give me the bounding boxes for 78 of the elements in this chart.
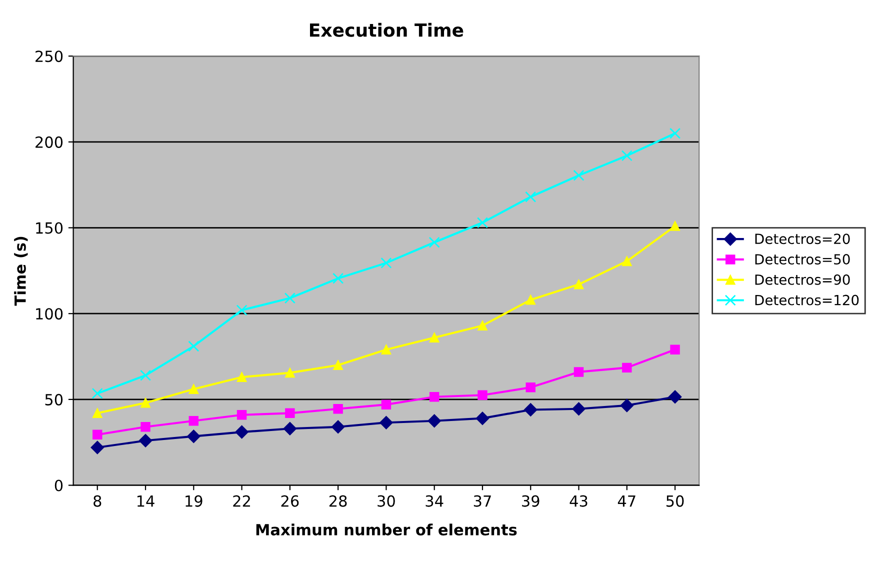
point: [428, 236, 440, 248]
point: [380, 416, 393, 430]
point: [331, 420, 345, 434]
x-tick-label: 14: [137, 495, 154, 507]
point: [669, 128, 681, 139]
point: [429, 332, 440, 342]
chart-title: Execution Time: [310, 22, 464, 37]
point: [284, 292, 296, 304]
point: [429, 392, 440, 402]
point: [380, 257, 392, 269]
x-tick-label: 37: [474, 495, 491, 507]
point: [92, 408, 102, 418]
y-tick-label: 50: [45, 394, 63, 406]
point: [236, 304, 248, 316]
point: [187, 430, 200, 443]
x-tick-label: 50: [666, 495, 684, 507]
point: [573, 170, 584, 181]
point: [188, 340, 200, 352]
point: [668, 390, 682, 404]
point: [526, 295, 536, 305]
point: [236, 410, 247, 420]
point: [526, 382, 536, 392]
x-tick-label: 22: [233, 495, 250, 507]
point: [622, 362, 632, 373]
point: [574, 280, 584, 290]
x-tick-label: 47: [618, 495, 636, 507]
point: [524, 403, 538, 416]
y-axis-title: Time (s): [14, 236, 28, 306]
point: [140, 398, 150, 408]
y-tick-label: 200: [36, 136, 63, 148]
x-tick-label: 43: [570, 495, 588, 507]
point: [138, 434, 152, 448]
y-tick-label: 0: [54, 480, 63, 492]
y-tick-label: 150: [36, 222, 63, 234]
point: [381, 344, 392, 355]
point: [140, 422, 150, 432]
legend-label: Detectros=20: [755, 234, 850, 244]
point: [333, 360, 343, 370]
point: [90, 440, 104, 454]
legend-label: Detectros=90: [755, 274, 850, 285]
x-axis-title: Maximum number of elements: [256, 524, 517, 536]
x-tick-label: 34: [426, 495, 444, 507]
point: [332, 272, 344, 284]
point: [525, 191, 536, 202]
point: [285, 368, 295, 378]
x-tick-label: 30: [378, 495, 395, 507]
x-tick-label: 39: [522, 495, 540, 507]
point: [621, 150, 632, 162]
point: [620, 398, 634, 412]
legend-label: Detectros=50: [755, 254, 850, 265]
point: [235, 425, 248, 439]
point: [478, 390, 488, 400]
x-tick-label: 26: [281, 495, 299, 507]
point: [188, 384, 199, 394]
point: [92, 430, 102, 440]
point: [476, 412, 490, 425]
point: [92, 388, 103, 399]
point: [285, 408, 295, 418]
x-tick-label: 19: [186, 495, 202, 507]
point: [381, 400, 392, 410]
point: [476, 217, 488, 228]
point: [572, 402, 586, 416]
legend-label: Detectros=120: [755, 294, 859, 306]
point: [478, 320, 488, 330]
point: [428, 414, 441, 428]
point: [140, 370, 152, 381]
y-tick-label: 100: [36, 308, 63, 320]
point: [333, 404, 343, 414]
point: [283, 422, 297, 436]
point: [622, 256, 632, 266]
point: [188, 416, 199, 426]
x-tick-label: 8: [94, 495, 102, 507]
point: [574, 367, 584, 377]
point: [670, 344, 680, 355]
point: [670, 221, 680, 231]
point: [236, 372, 247, 382]
y-tick-label: 250: [36, 50, 63, 62]
x-tick-label: 28: [329, 495, 347, 507]
